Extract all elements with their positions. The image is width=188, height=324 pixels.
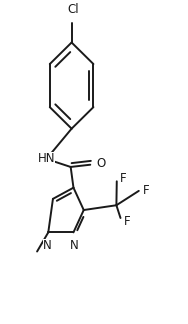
Text: F: F <box>143 184 149 197</box>
Text: O: O <box>97 157 106 170</box>
Text: F: F <box>124 215 130 228</box>
Text: F: F <box>120 172 127 185</box>
Text: HN: HN <box>38 153 55 166</box>
Text: N: N <box>70 239 79 252</box>
Text: N: N <box>43 239 52 252</box>
Text: Cl: Cl <box>68 3 79 16</box>
